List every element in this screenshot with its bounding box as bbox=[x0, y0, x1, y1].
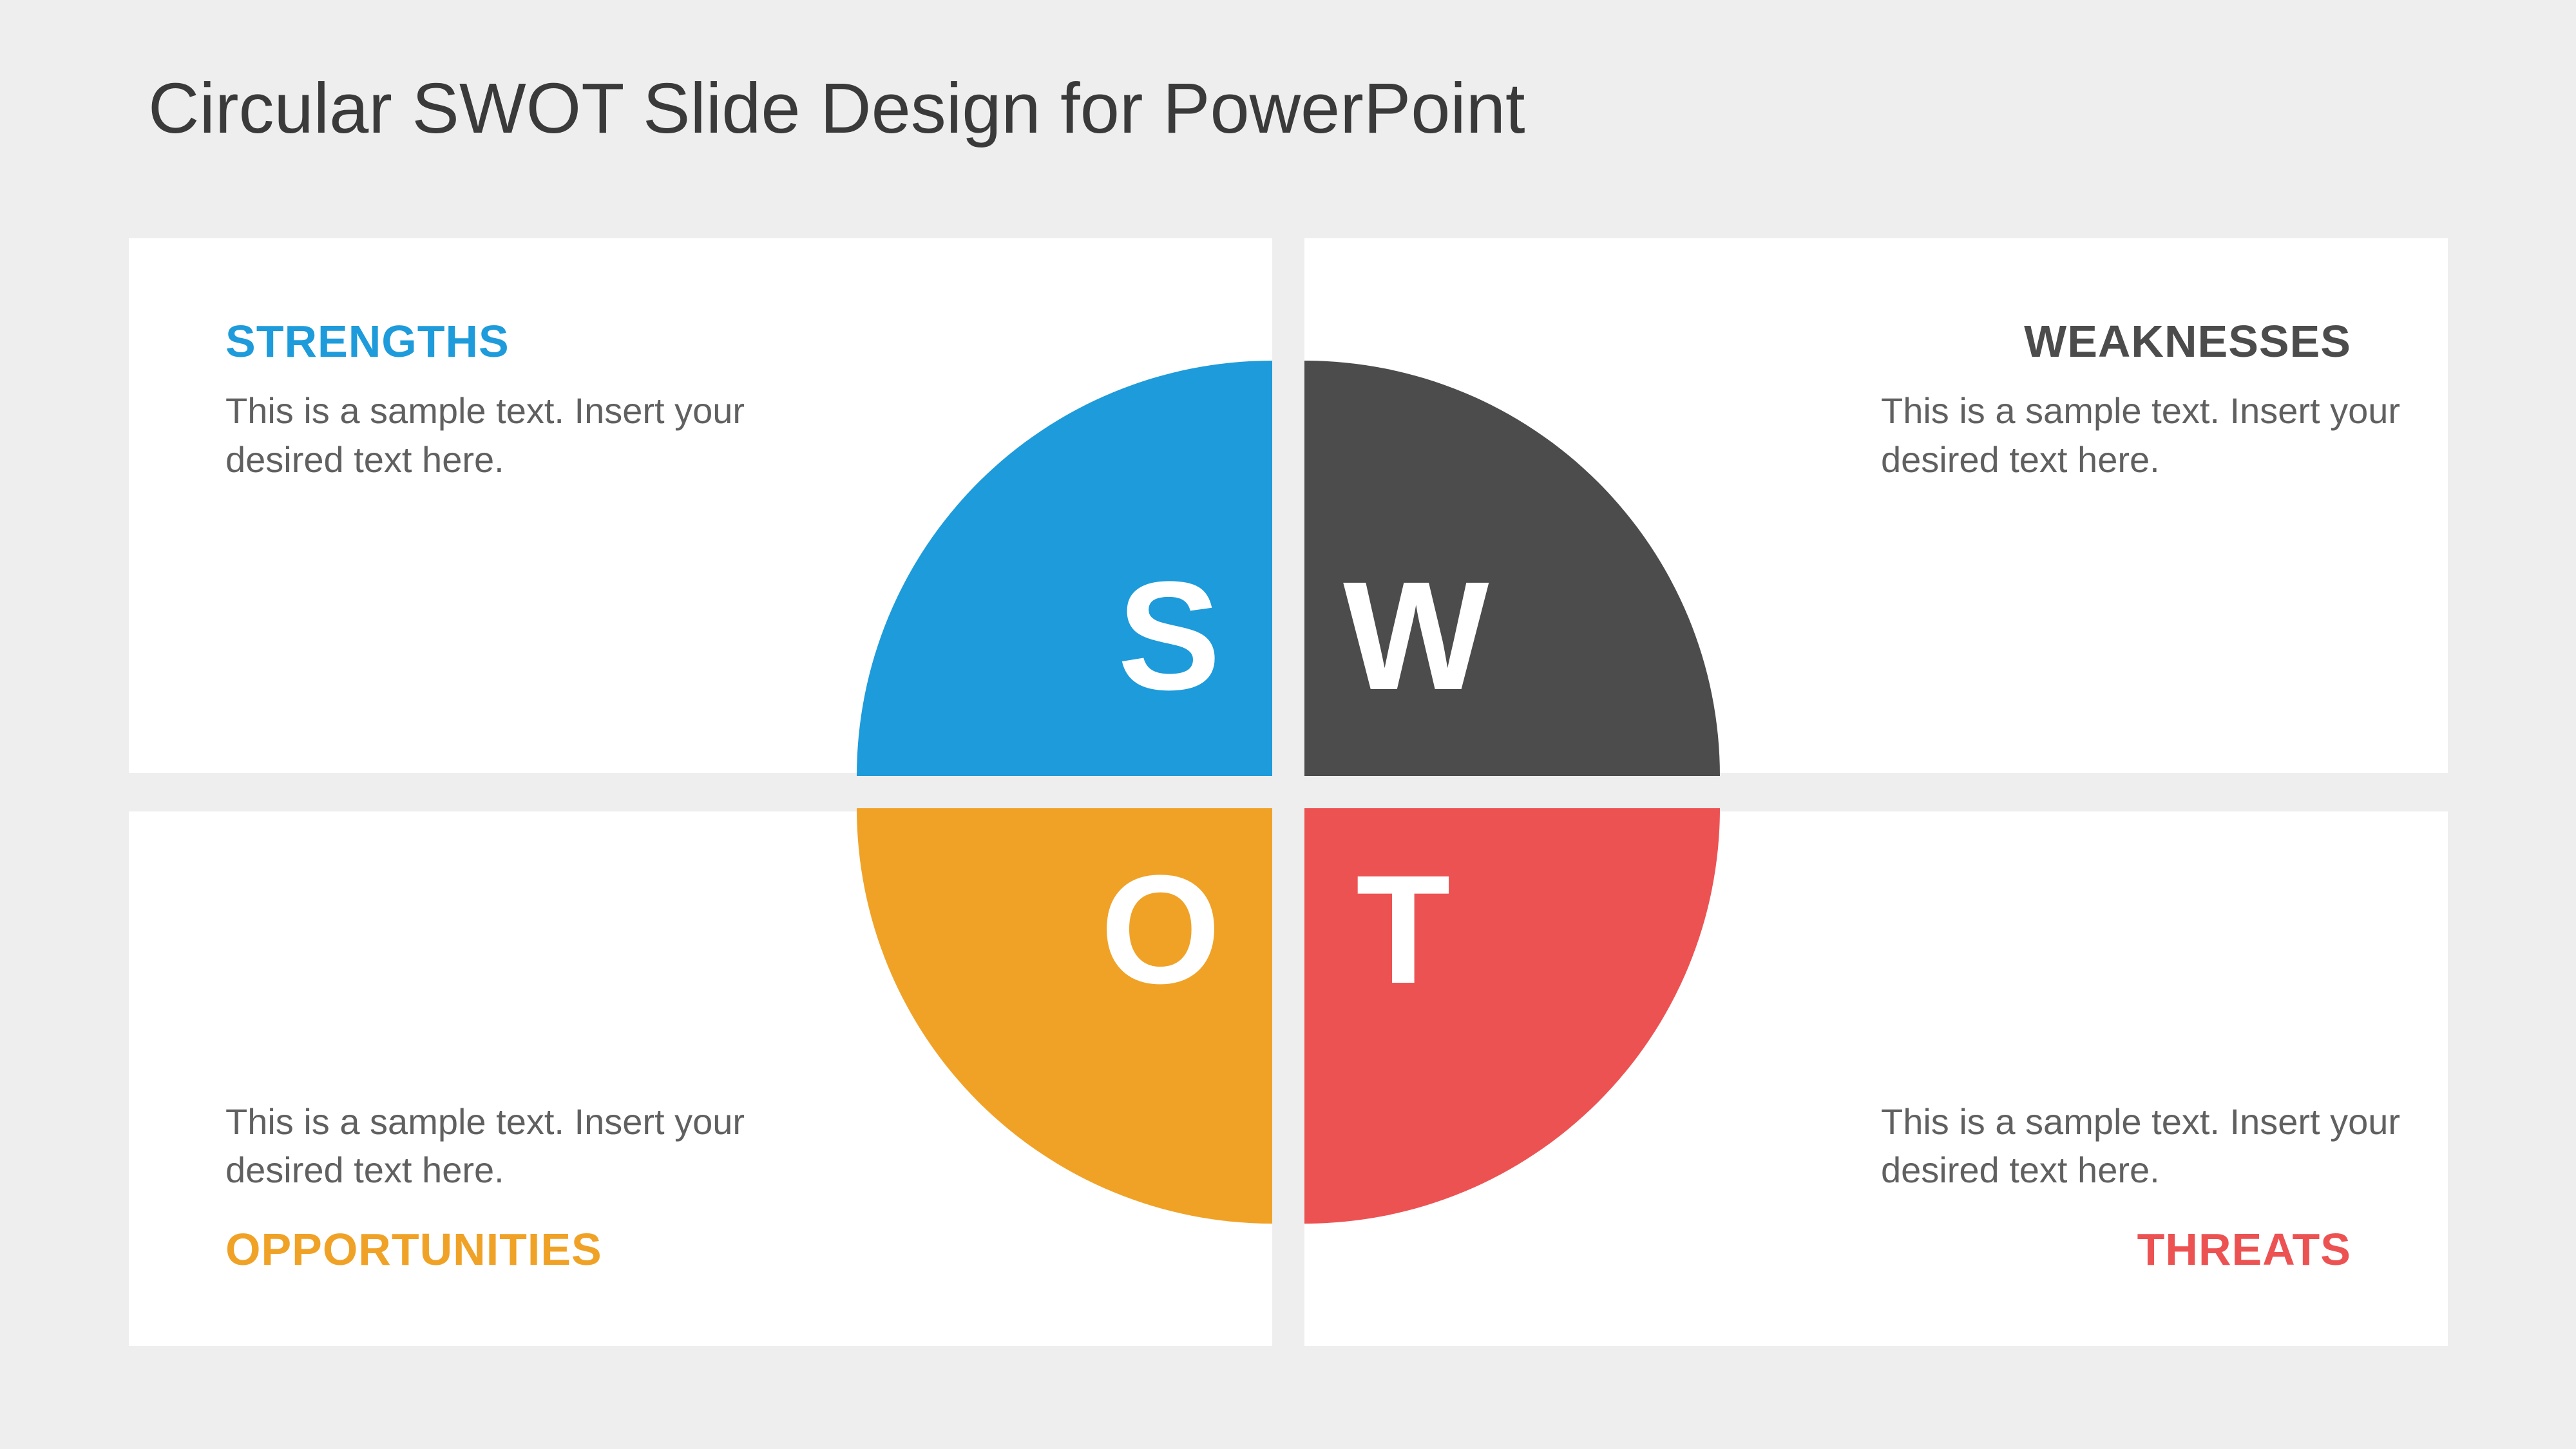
letter-t: T bbox=[1356, 840, 1451, 1018]
heading-opportunities: OPPORTUNITIES bbox=[225, 1224, 602, 1275]
quarter-threats: T bbox=[1304, 808, 1720, 1224]
heading-strengths: STRENGTHS bbox=[225, 316, 510, 367]
quarter-weaknesses: W bbox=[1304, 361, 1720, 776]
body-strengths: This is a sample text. Insert your desir… bbox=[225, 386, 754, 484]
swot-panels: STRENGTHS This is a sample text. Insert … bbox=[129, 238, 2448, 1346]
quarter-strengths: S bbox=[857, 361, 1272, 776]
letter-o: O bbox=[1100, 840, 1221, 1018]
letter-w: W bbox=[1343, 547, 1489, 724]
heading-threats: THREATS bbox=[2137, 1224, 2351, 1275]
body-opportunities: This is a sample text. Insert your desir… bbox=[225, 1097, 754, 1195]
heading-weaknesses: WEAKNESSES bbox=[2024, 316, 2351, 367]
body-threats: This is a sample text. Insert your desir… bbox=[1881, 1097, 2409, 1195]
letter-s: S bbox=[1118, 547, 1221, 724]
slide-root: Circular SWOT Slide Design for PowerPoin… bbox=[0, 0, 2576, 1449]
swot-circle: S W O T bbox=[857, 361, 1720, 1224]
body-weaknesses: This is a sample text. Insert your desir… bbox=[1881, 386, 2409, 484]
slide-title: Circular SWOT Slide Design for PowerPoin… bbox=[148, 68, 1525, 149]
quarter-opportunities: O bbox=[857, 808, 1272, 1224]
